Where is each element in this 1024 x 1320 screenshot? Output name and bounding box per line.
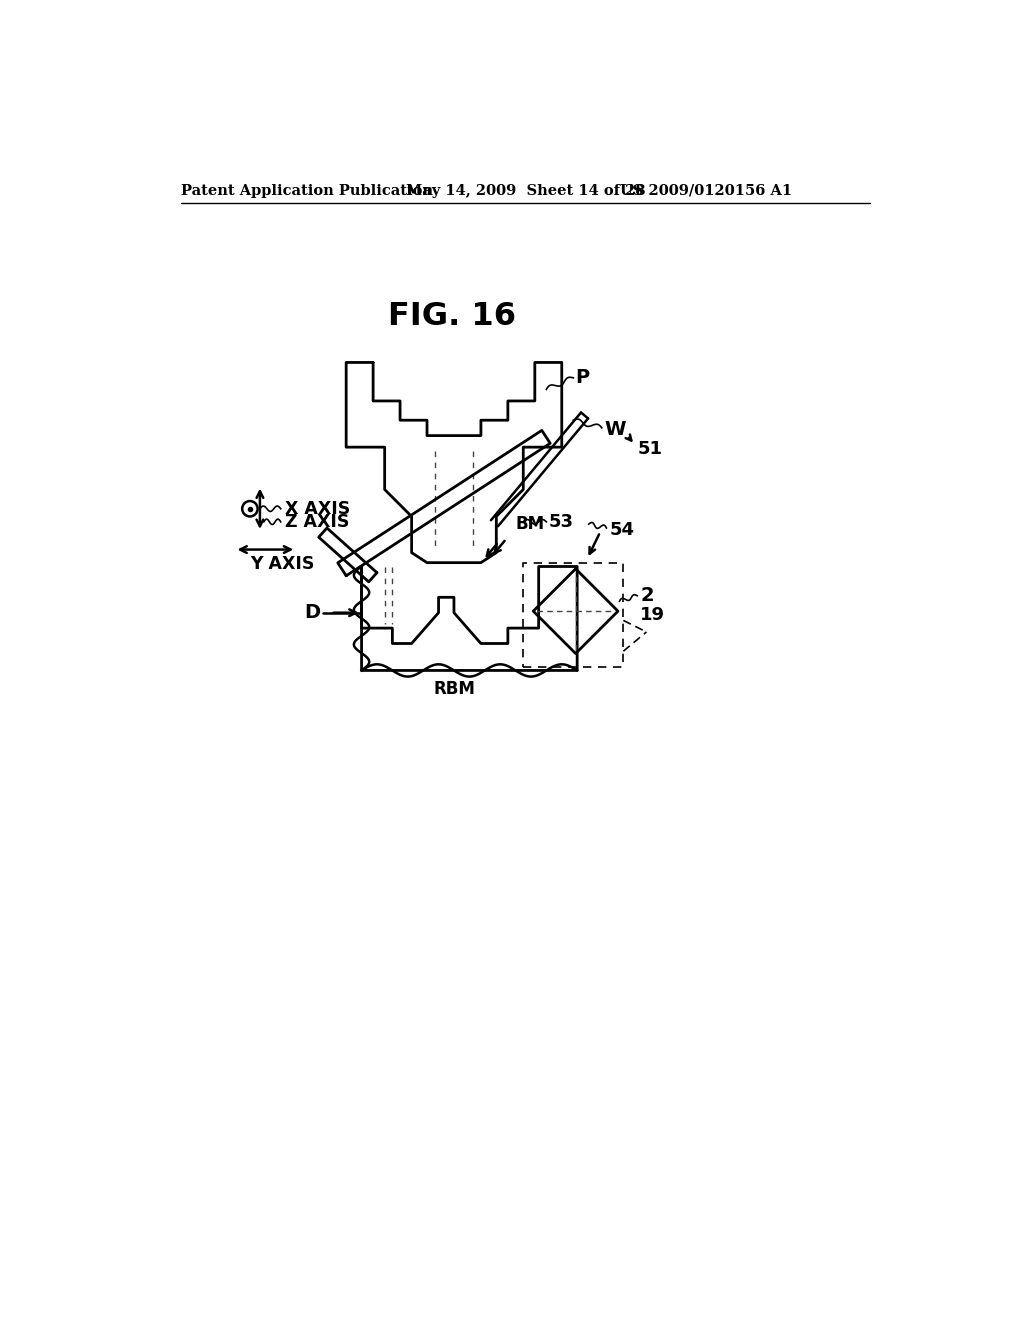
- Text: May 14, 2009  Sheet 14 of 28: May 14, 2009 Sheet 14 of 28: [407, 183, 646, 198]
- Text: Z AXIS: Z AXIS: [285, 513, 349, 531]
- Text: 54: 54: [609, 520, 635, 539]
- Text: Y AXIS: Y AXIS: [250, 556, 314, 573]
- Text: 53: 53: [549, 513, 573, 531]
- Text: D: D: [304, 603, 321, 622]
- Text: 19: 19: [640, 606, 666, 624]
- Text: Patent Application Publication: Patent Application Publication: [180, 183, 432, 198]
- Text: 51: 51: [637, 440, 663, 458]
- Text: FIG. 16: FIG. 16: [388, 301, 516, 331]
- Text: X AXIS: X AXIS: [285, 500, 350, 517]
- Text: US 2009/0120156 A1: US 2009/0120156 A1: [620, 183, 792, 198]
- Text: BM: BM: [515, 515, 545, 533]
- Text: 2: 2: [640, 586, 654, 606]
- Text: RBM: RBM: [433, 680, 475, 698]
- Text: P: P: [575, 368, 590, 387]
- Text: W: W: [604, 420, 626, 440]
